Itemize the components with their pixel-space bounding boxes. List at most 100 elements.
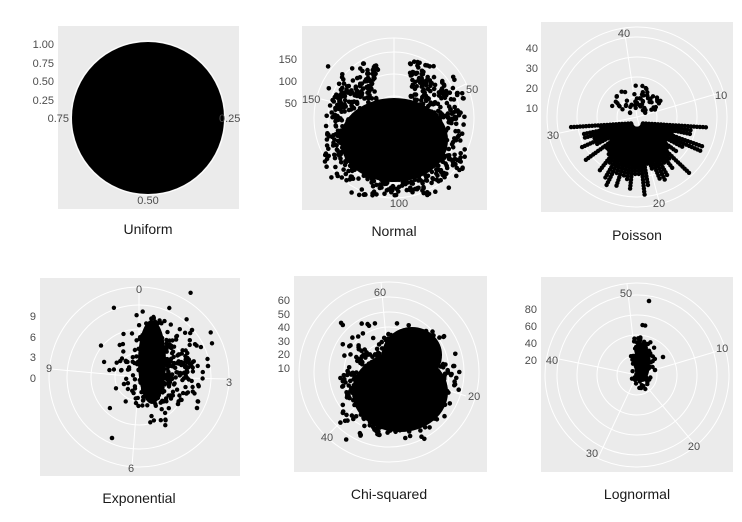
data-point xyxy=(386,363,392,369)
data-point xyxy=(400,417,405,422)
data-point xyxy=(166,374,171,379)
data-point xyxy=(349,88,354,93)
data-point xyxy=(394,351,399,357)
data-point xyxy=(423,83,429,88)
data-point xyxy=(391,173,396,179)
data-point xyxy=(359,90,365,96)
data-point xyxy=(144,392,150,397)
data-point xyxy=(119,367,124,373)
data-point xyxy=(421,417,427,423)
data-point xyxy=(372,89,377,94)
data-point xyxy=(349,413,355,418)
data-point xyxy=(346,83,352,89)
data-point xyxy=(111,305,117,310)
data-point xyxy=(373,400,378,405)
data-point xyxy=(190,384,195,390)
data-point xyxy=(353,113,358,119)
data-point xyxy=(134,313,139,318)
data-point xyxy=(340,402,346,408)
data-point xyxy=(354,99,360,105)
data-point xyxy=(423,328,429,334)
r-tick: 6 xyxy=(30,332,36,344)
r-axis-ticks: 40 30 20 10 xyxy=(526,43,538,115)
data-point xyxy=(370,77,376,82)
data-point xyxy=(121,349,126,354)
data-point xyxy=(650,359,655,364)
data-point xyxy=(422,425,428,430)
data-point xyxy=(136,403,141,409)
data-point xyxy=(343,171,349,177)
data-point xyxy=(360,331,366,336)
data-point xyxy=(405,403,411,409)
data-point xyxy=(357,396,363,402)
data-point xyxy=(344,159,349,165)
data-point xyxy=(419,365,425,370)
data-point xyxy=(324,137,330,142)
data-point xyxy=(159,335,165,341)
data-point xyxy=(458,151,464,156)
data-point xyxy=(664,172,670,178)
theta-tick: 9 xyxy=(46,363,52,375)
data-point xyxy=(344,372,350,378)
data-point xyxy=(372,352,378,357)
data-point xyxy=(393,360,399,365)
data-point xyxy=(406,376,412,382)
data-point xyxy=(423,113,429,119)
data-point xyxy=(414,395,420,401)
data-point xyxy=(620,107,625,112)
data-point xyxy=(409,187,415,193)
data-point xyxy=(633,381,639,386)
data-point xyxy=(389,412,394,418)
data-point xyxy=(429,169,435,175)
panel-title: Lognormal xyxy=(604,486,670,502)
data-point xyxy=(427,425,432,430)
data-point xyxy=(148,357,153,363)
data-point xyxy=(423,172,428,178)
data-point xyxy=(348,343,353,348)
data-point xyxy=(332,155,338,161)
data-point xyxy=(406,385,411,391)
data-point xyxy=(379,380,385,386)
data-point xyxy=(101,359,107,365)
data-point xyxy=(418,428,423,433)
data-point xyxy=(195,399,200,404)
data-point xyxy=(409,173,415,179)
data-point xyxy=(196,383,201,388)
data-point xyxy=(440,365,446,370)
data-point xyxy=(430,176,435,181)
data-point xyxy=(125,367,131,372)
r-tick: 9 xyxy=(30,311,36,323)
data-point xyxy=(349,386,354,391)
data-point xyxy=(421,184,426,190)
data-point xyxy=(412,369,418,375)
data-point xyxy=(408,93,414,99)
data-point xyxy=(366,153,372,158)
data-point xyxy=(357,430,363,436)
data-point xyxy=(114,360,119,365)
data-point xyxy=(670,165,675,170)
data-point xyxy=(333,117,339,123)
data-point xyxy=(442,413,447,419)
data-point xyxy=(379,339,385,345)
grid xyxy=(544,282,730,468)
data-point xyxy=(393,399,399,404)
data-point xyxy=(417,358,423,363)
data-point xyxy=(650,364,655,370)
data-point xyxy=(130,355,135,360)
data-point xyxy=(358,66,363,71)
data-point xyxy=(640,351,646,356)
data-point xyxy=(630,369,635,374)
data-point xyxy=(603,175,608,180)
data-point xyxy=(398,397,404,403)
data-point xyxy=(124,376,129,381)
data-point xyxy=(583,157,589,162)
data-point xyxy=(436,358,442,364)
data-point xyxy=(421,87,427,92)
data-point xyxy=(637,343,642,348)
data-point xyxy=(340,410,346,416)
data-point xyxy=(637,375,642,381)
data-point xyxy=(111,367,117,372)
data-point xyxy=(384,398,390,404)
data-point xyxy=(324,113,330,119)
data-point xyxy=(406,429,412,434)
